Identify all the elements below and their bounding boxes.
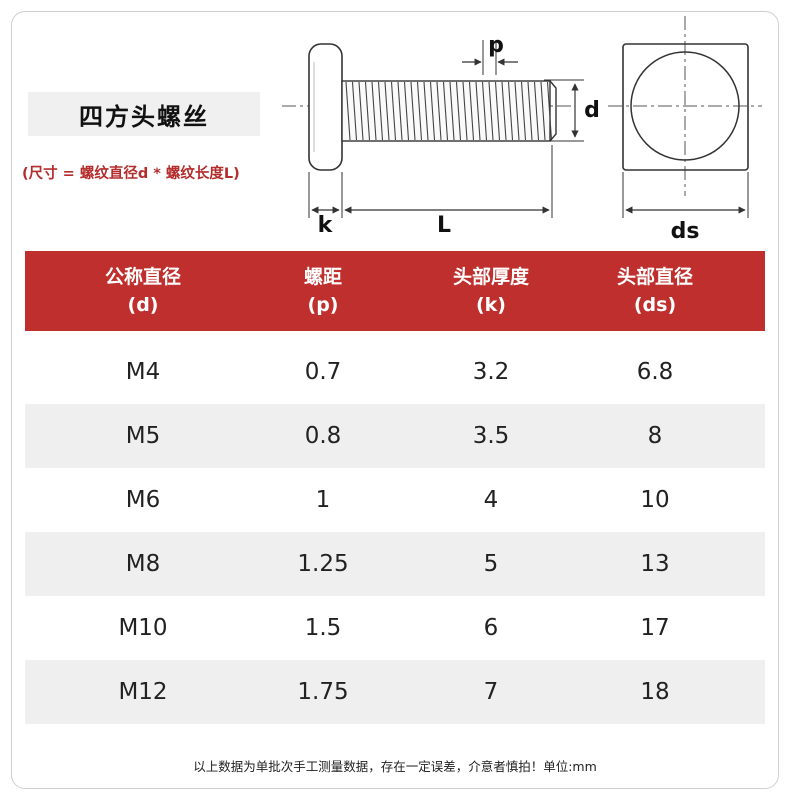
header-head-diameter: 头部直径 (ds) (616, 266, 693, 316)
table-row: M5 0.8 3.5 8 (25, 404, 765, 468)
cell-head-thickness: 4 (483, 487, 499, 513)
label-ds: ds (671, 219, 700, 244)
cell-head-thickness: 7 (483, 679, 499, 705)
cell-head-thickness: 5 (483, 551, 499, 577)
screw-thread (341, 80, 557, 142)
cell-head-diameter: 13 (640, 551, 670, 577)
table-row: M12 1.75 7 18 (25, 660, 765, 724)
cell-pitch: 0.7 (304, 359, 342, 385)
cell-head-diameter: 17 (640, 615, 670, 641)
cell-head-diameter: 18 (640, 679, 670, 705)
table-row: M8 1.25 5 13 (25, 532, 765, 596)
table-row: M4 0.7 3.2 6.8 (25, 340, 765, 404)
cell-pitch: 1 (315, 487, 331, 513)
cell-head-diameter: 8 (647, 423, 663, 449)
product-title: 四方头螺丝 (28, 92, 260, 136)
table-row: M10 1.5 6 17 (25, 596, 765, 660)
header-head-thickness: 头部厚度 (k) (452, 266, 529, 316)
cell-nominal-diameter: M5 (125, 423, 161, 449)
table-row: M6 1 4 10 (25, 468, 765, 532)
screw-diagram: p d k L ds (282, 16, 762, 244)
footer-note: 以上数据为单批次手工测量数据，存在一定误差，介意者慎拍！单位:mm (193, 759, 597, 774)
label-p: p (488, 33, 504, 58)
label-d: d (584, 98, 600, 123)
header-nominal-diameter: 公称直径 (d) (104, 266, 181, 316)
cell-pitch: 1.75 (297, 679, 349, 705)
cell-nominal-diameter: M10 (118, 615, 168, 641)
cell-head-thickness: 6 (483, 615, 499, 641)
cell-nominal-diameter: M6 (125, 487, 161, 513)
cell-nominal-diameter: M8 (125, 551, 161, 577)
cell-pitch: 1.5 (304, 615, 342, 641)
size-formula: (尺寸 = 螺纹直径d * 螺纹长度L) (22, 166, 240, 182)
header-pitch: 螺距 (p) (303, 266, 342, 316)
cell-pitch: 1.25 (297, 551, 349, 577)
cell-head-thickness: 3.2 (472, 359, 510, 385)
cell-pitch: 0.8 (304, 423, 342, 449)
head-end-view (608, 16, 762, 196)
table-header: 公称直径 (d) 螺距 (p) 头部厚度 (k) 头部直径 (ds) (25, 251, 765, 331)
cell-nominal-diameter: M12 (118, 679, 168, 705)
label-k: k (318, 213, 334, 238)
label-L: L (437, 213, 451, 238)
cell-head-thickness: 3.5 (472, 423, 510, 449)
cell-head-diameter: 6.8 (636, 359, 674, 385)
cell-head-diameter: 10 (640, 487, 670, 513)
cell-nominal-diameter: M4 (125, 359, 161, 385)
